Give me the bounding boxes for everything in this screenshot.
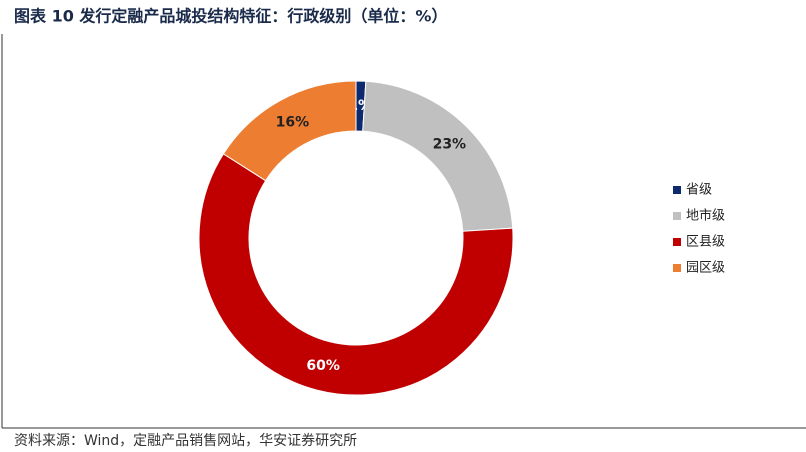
donut-segment bbox=[222, 80, 357, 182]
legend-label: 省级 bbox=[686, 183, 712, 198]
legend-swatch bbox=[673, 186, 681, 194]
legend-swatch bbox=[673, 212, 681, 220]
legend-label: 地市级 bbox=[686, 208, 725, 224]
donut-segment bbox=[198, 153, 514, 396]
donut-segment bbox=[362, 80, 514, 232]
legend-label: 园区级 bbox=[686, 261, 725, 276]
data-label: 23% bbox=[433, 137, 467, 153]
legend-swatch bbox=[673, 264, 681, 272]
legend-label: 区县级 bbox=[686, 235, 725, 250]
data-label: 16% bbox=[276, 114, 310, 130]
legend-swatch bbox=[673, 238, 681, 246]
source-note: 资料来源：Wind，定融产品销售网站，华安证券研究所 bbox=[14, 433, 357, 449]
chart-title: 图表 10 发行定融产品城投结构特征：行政级别（单位：%） bbox=[14, 7, 447, 26]
data-label: 60% bbox=[306, 358, 340, 374]
